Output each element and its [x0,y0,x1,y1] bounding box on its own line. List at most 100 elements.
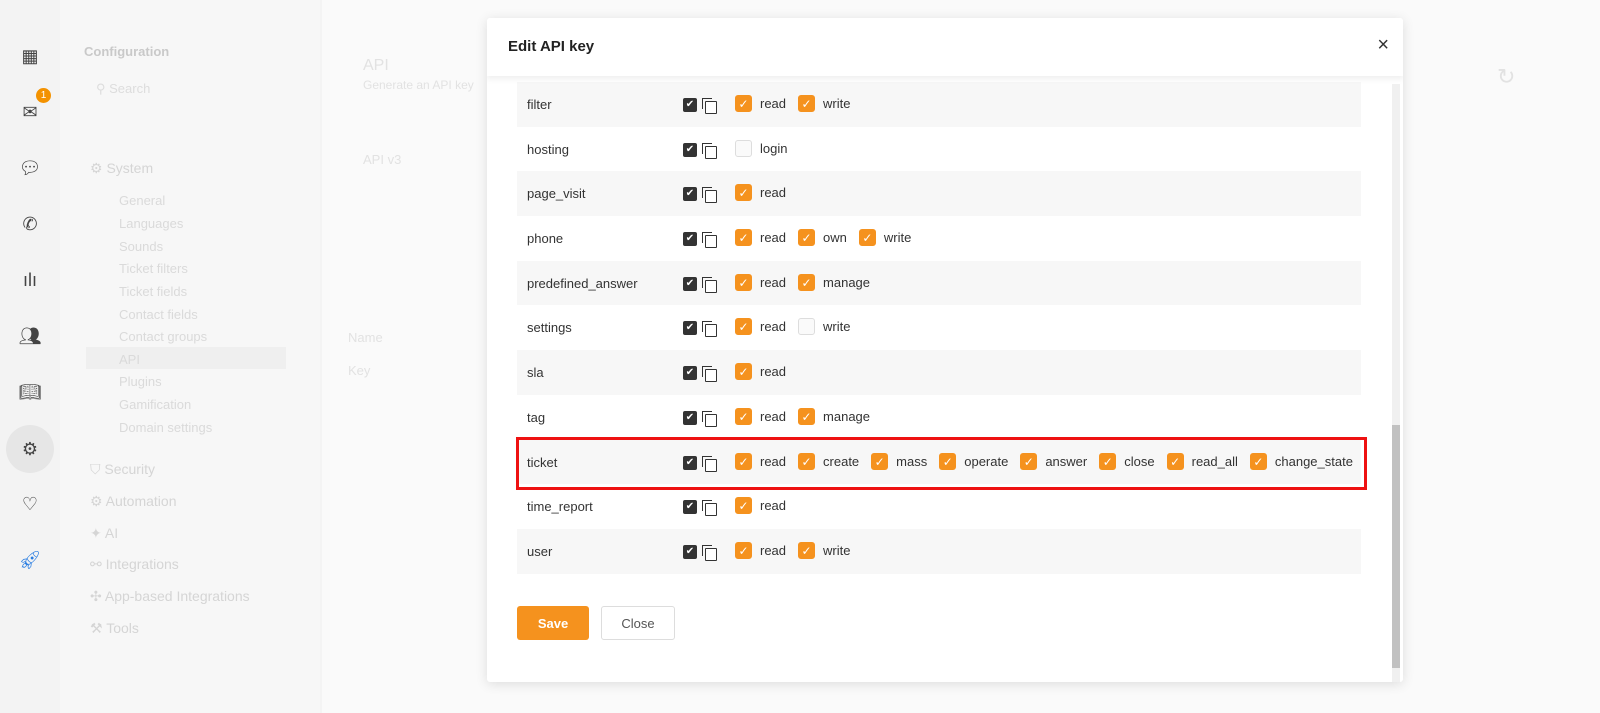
checkbox[interactable] [798,318,816,336]
copy-icon[interactable] [702,232,717,249]
contacts-icon[interactable]: 👥︎ [18,325,42,346]
permission-create[interactable]: ✓ create [798,452,859,470]
section-system[interactable]: ⚙ System [90,160,154,176]
copy-icon[interactable] [702,321,717,338]
nav-domain-settings[interactable]: Domain settings [119,420,213,435]
copy-icon[interactable] [702,276,717,293]
checkbox[interactable]: ✓ [1020,452,1038,470]
permission-read[interactable]: ✓ read [735,95,786,112]
check-all-icon[interactable]: ✔ [683,98,697,112]
close-button[interactable]: Close [601,606,675,640]
chat-icon[interactable]: 💬︎ [18,157,42,178]
nav-languages[interactable]: Languages [119,216,184,231]
permission-operate[interactable]: ✓ operate [939,452,1008,470]
knowledge-base-icon[interactable]: 📖︎ [18,381,42,402]
check-all-icon[interactable]: ✔ [683,187,697,202]
checkbox[interactable]: ✓ [735,407,752,425]
section-integrations[interactable]: ⚯ Integrations [90,556,179,572]
copy-icon[interactable] [702,455,717,472]
checkbox[interactable]: ✓ [735,95,752,112]
checkbox[interactable]: ✓ [1166,452,1184,470]
check-all-icon[interactable]: ✔ [683,232,697,247]
permission-read[interactable]: ✓ read [735,363,786,381]
checkbox[interactable]: ✓ [735,497,752,515]
checkbox[interactable]: ✓ [735,541,752,559]
refresh-icon[interactable]: ↻ [1497,64,1516,89]
checkbox[interactable] [735,139,752,157]
checkbox[interactable]: ✓ [798,407,816,425]
heart-icon[interactable]: ♡ [21,493,39,514]
checkbox[interactable]: ✓ [798,229,816,247]
copy-icon[interactable] [702,142,717,159]
copy-icon[interactable] [702,500,717,517]
config-search[interactable]: ⚲ Search [96,81,151,96]
copy-icon[interactable] [702,98,717,114]
permission-write[interactable]: ✓ write [858,229,911,247]
check-all-icon[interactable]: ✔ [683,410,697,425]
check-all-icon[interactable]: ✔ [683,142,697,157]
nav-general[interactable]: General [119,193,166,208]
permission-close[interactable]: ✓ close [1099,452,1155,470]
checkbox[interactable]: ✓ [798,541,816,559]
checkbox[interactable]: ✓ [735,452,752,470]
check-all-icon[interactable]: ✔ [683,321,697,336]
nav-api[interactable]: API [119,352,140,367]
nav-plugins[interactable]: Plugins [119,374,162,389]
checkbox[interactable]: ✓ [798,452,816,470]
checkbox[interactable]: ✓ [871,452,889,470]
nav-ticket-fields[interactable]: Ticket fields [119,284,188,299]
permission-read[interactable]: ✓ read [735,541,786,559]
nav-sounds[interactable]: Sounds [119,239,164,254]
permission-answer[interactable]: ✓ answer [1020,452,1087,470]
permission-read[interactable]: ✓ read [735,318,786,336]
checkbox[interactable]: ✓ [1249,452,1267,470]
scrollbar[interactable] [1392,84,1400,682]
permission-manage[interactable]: ✓ manage [798,407,870,425]
checkbox[interactable]: ✓ [798,273,816,291]
checkbox[interactable]: ✓ [735,273,752,291]
scrollbar-thumb[interactable] [1392,425,1400,668]
section-app-integrations[interactable]: ✣ App-based Integrations [90,588,250,604]
nav-contact-fields[interactable]: Contact fields [119,307,198,322]
permission-write[interactable]: ✓ write [798,95,850,112]
permission-read[interactable]: ✓ read [735,184,786,202]
section-tools[interactable]: ⚒ Tools [90,620,139,636]
permission-read[interactable]: ✓ read [735,452,786,470]
checkbox[interactable]: ✓ [858,229,876,247]
checkbox[interactable]: ✓ [735,229,752,247]
permission-read_all[interactable]: ✓ read_all [1166,452,1238,470]
checkbox[interactable]: ✓ [1099,452,1117,470]
copy-icon[interactable] [702,410,717,427]
check-all-icon[interactable]: ✔ [683,455,697,470]
copy-icon[interactable] [702,544,717,561]
nav-ticket-filters[interactable]: Ticket filters [119,261,188,276]
section-automation[interactable]: ⚙ Automation [90,493,177,509]
checkbox[interactable]: ✓ [735,363,752,381]
permission-own[interactable]: ✓ own [798,229,847,247]
checkbox[interactable]: ✓ [735,184,752,202]
mail-icon[interactable]: ✉ [22,101,38,122]
permission-manage[interactable]: ✓ manage [798,273,870,291]
checkbox[interactable]: ✓ [798,95,816,112]
copy-icon[interactable] [702,366,717,383]
checkbox[interactable]: ✓ [735,318,752,336]
check-all-icon[interactable]: ✔ [683,276,697,291]
permission-write[interactable]: write [798,318,850,336]
permission-write[interactable]: ✓ write [798,541,850,559]
permission-change_state[interactable]: ✓ change_state [1249,452,1353,470]
permission-read[interactable]: ✓ read [735,497,786,515]
reports-icon[interactable]: ılı [22,269,37,290]
nav-gamification[interactable]: Gamification [119,397,192,412]
permission-read[interactable]: ✓ read [735,407,786,425]
section-security[interactable]: ⛉ Security [90,461,155,477]
check-all-icon[interactable]: ✔ [683,366,697,381]
permission-login[interactable]: login [735,139,787,157]
close-icon[interactable]: × [1377,34,1389,56]
check-all-icon[interactable]: ✔ [683,500,697,515]
rocket-icon[interactable]: 🚀︎ [18,549,42,570]
checkbox[interactable]: ✓ [939,452,957,470]
permission-read[interactable]: ✓ read [735,229,786,247]
copy-icon[interactable] [702,187,717,204]
phone-icon[interactable]: ✆ [22,213,38,234]
section-ai[interactable]: ✦ AI [90,525,119,541]
